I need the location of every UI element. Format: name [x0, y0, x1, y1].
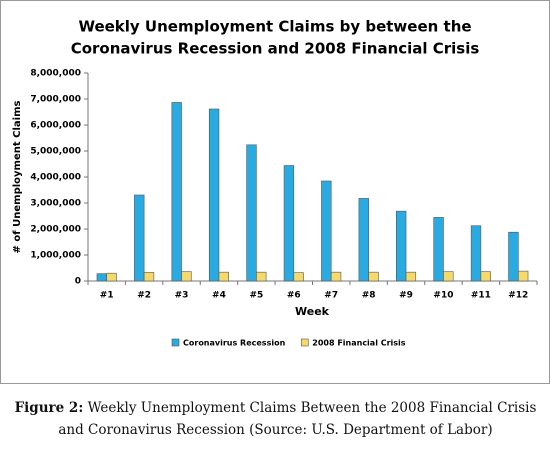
- y-tick-label: 0: [75, 277, 81, 287]
- chart-border: [0, 0, 550, 384]
- bar: [96, 273, 108, 282]
- bar: [321, 180, 332, 282]
- bar: [405, 271, 417, 282]
- caption: Figure 2: Weekly Unemployment Claims Bet…: [8, 397, 543, 441]
- bar: [208, 108, 220, 282]
- y-tick-label: 6,000,000: [30, 121, 81, 131]
- legend-label: 2008 Financial Crisis: [312, 339, 406, 348]
- caption-text: Weekly Unemployment Claims Between the 2…: [58, 400, 537, 438]
- bar: [396, 210, 407, 282]
- bar: [470, 225, 482, 282]
- x-tick-label: #11: [471, 291, 491, 301]
- bar: [106, 272, 117, 282]
- x-tick-label: #9: [399, 291, 413, 301]
- y-tick-label: 2,000,000: [30, 225, 81, 235]
- bar: [134, 194, 145, 282]
- x-axis-label: Week: [295, 305, 330, 318]
- x-tick-label: #10: [433, 291, 453, 301]
- legend-swatch: [300, 338, 309, 347]
- bar: [143, 272, 155, 282]
- x-tick-label: #5: [249, 291, 263, 301]
- x-tick-label: #8: [362, 291, 376, 301]
- x-tick-label: #4: [212, 291, 226, 301]
- y-tick-label: 1,000,000: [30, 251, 81, 261]
- y-tick-label: 4,000,000: [30, 173, 81, 183]
- bar: [246, 144, 257, 282]
- bar: [480, 271, 491, 282]
- bar: [517, 270, 529, 282]
- y-tick-label: 7,000,000: [30, 95, 81, 105]
- x-tick-label: #12: [508, 291, 528, 301]
- chart: Weekly Unemployment Claims by between th…: [0, 0, 550, 384]
- x-tick-label: #2: [137, 291, 151, 301]
- chart-title: Coronavirus Recession and 2008 Financial…: [71, 40, 480, 58]
- bar: [218, 271, 229, 282]
- x-tick-label: #7: [324, 291, 338, 301]
- x-tick-label: #1: [100, 291, 114, 301]
- bar: [368, 271, 379, 282]
- x-tick-label: #6: [287, 291, 301, 301]
- bar: [358, 198, 369, 282]
- bar: [433, 217, 444, 282]
- y-tick-label: 5,000,000: [30, 147, 81, 157]
- y-tick-label: 8,000,000: [30, 69, 81, 79]
- bar: [181, 271, 192, 282]
- chart-title: Weekly Unemployment Claims by between th…: [78, 18, 471, 36]
- bar: [293, 272, 304, 282]
- y-tick-label: 3,000,000: [30, 199, 81, 209]
- legend-label: Coronavirus Recession: [183, 339, 286, 348]
- bar: [330, 271, 342, 282]
- y-axis-label: # of Unemployment Claims: [12, 101, 23, 254]
- caption-label: Figure 2:: [14, 400, 84, 416]
- bar: [443, 271, 454, 282]
- bar: [283, 165, 295, 282]
- legend-swatch: [171, 338, 180, 347]
- bar: [256, 271, 267, 282]
- bar: [508, 231, 519, 282]
- bar: [171, 102, 182, 282]
- x-tick-label: #3: [175, 291, 189, 301]
